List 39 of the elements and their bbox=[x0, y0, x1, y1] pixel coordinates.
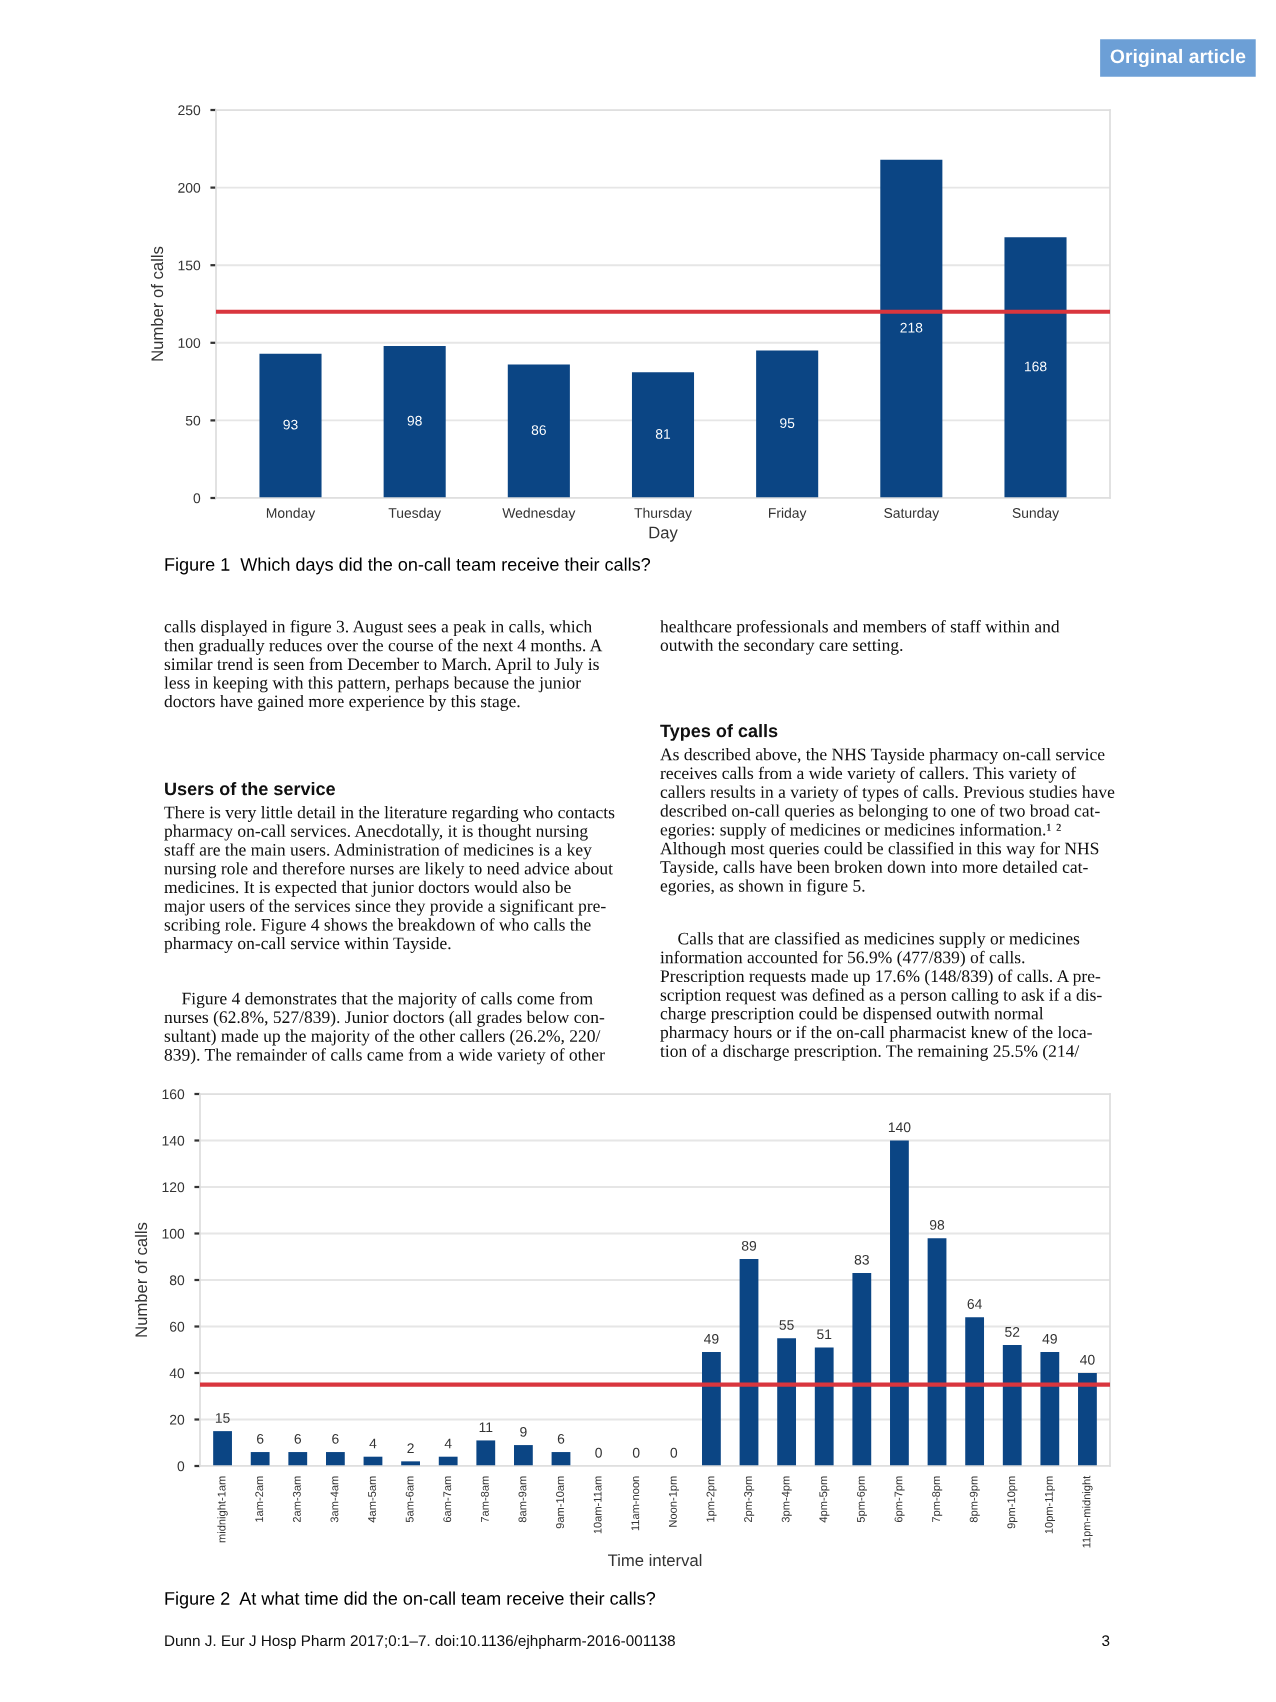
bar bbox=[814, 1347, 834, 1466]
bar bbox=[507, 364, 570, 498]
y-axis-title: Number of calls bbox=[150, 246, 164, 361]
bar bbox=[852, 1273, 872, 1466]
bar bbox=[259, 353, 322, 498]
bar bbox=[250, 1452, 270, 1466]
bar bbox=[777, 1338, 797, 1466]
x-axis-title: Time interval bbox=[607, 1553, 702, 1567]
y-axis-title: Number of calls bbox=[134, 1222, 148, 1337]
bar bbox=[1040, 1352, 1060, 1466]
bar bbox=[702, 1352, 721, 1466]
bar bbox=[513, 1445, 533, 1466]
bar bbox=[288, 1452, 308, 1466]
bar bbox=[927, 1238, 947, 1466]
caption: Figure 2 At what time did the on-call team receive their calls? bbox=[165, 1591, 656, 1609]
bar bbox=[880, 159, 943, 498]
text: calls displayed in figure 3. August sees a peak in calls, which then gradually reduces over the course of the next 4 months. A similar trend is seen from December to March. April to July is less in keeping with this pattern, perhaps because the junior doctors have gained more experience by this stage. bbox=[164, 620, 603, 711]
bar bbox=[383, 345, 446, 498]
bar bbox=[213, 1431, 232, 1466]
text: There is very little detail in the literature regarding who contacts pharmacy on-call services. Anecdotally, it is thought nursing staff are the main users. Administration of medicines is a key nursing role and therefore nurses are likely to need advice about medicines. It is expected that junior doctors would also be major users of the services since they provide a significant pre- scribing role. Figure 4 shows the breakdown of who calls the pharmacy on-call service within Tayside. bbox=[164, 806, 615, 953]
text: Types of calls bbox=[660, 724, 778, 741]
bar bbox=[631, 372, 695, 498]
text: Calls that are classified as medicines supply or medicines information accounted for 56.9% (477/839) of calls. Prescription requests made up 17.6% (148/839) of calls. A pre- scription request was defined as a person calling to ask if a dis- charge prescription could be dispensed outwith normal pharmacy hours or if the on-call pharmacist knew of the loca- tion of a discharge prescription. The remaining 25.5% (214/ bbox=[660, 932, 1102, 1061]
bar bbox=[890, 1140, 909, 1466]
text: Users of the service bbox=[165, 782, 335, 796]
bar bbox=[1002, 1345, 1022, 1466]
bar bbox=[965, 1317, 985, 1466]
text: healthcare professionals and members of staff within and outwith the secondary care setting. bbox=[660, 620, 1060, 655]
bar bbox=[739, 1259, 759, 1466]
x-axis-title: Day bbox=[649, 526, 678, 542]
caption: Figure 1 Which days did the on-call team receive their calls? bbox=[165, 557, 651, 575]
bar bbox=[756, 350, 819, 498]
bar bbox=[1078, 1373, 1097, 1466]
text: Figure 4 demonstrates that the majority of calls come from nurses (62.8%, 527/839). Junior doctors (all grades below con- sultant) made up the majority of the other callers (26.2%, 220/ 839). The remainder of calls came from a wide variety of other bbox=[164, 992, 605, 1065]
bar bbox=[1004, 237, 1067, 498]
text: Original article bbox=[1110, 48, 1246, 68]
text: As described above, the NHS Tayside pharmacy on-call service receives calls from a wide variety of callers. This variety of callers results in a variety of types of calls. Previous studies have described on-call queries as belonging to one of two broad cat- egories: supply of medicines or medicines information.¹ ² Although most queries could be classified in this way for NHS Tayside, calls have been broken down into more detailed cat- egories, as shown in figure 5. bbox=[660, 748, 1115, 896]
bar bbox=[476, 1440, 496, 1466]
bar bbox=[325, 1452, 345, 1466]
